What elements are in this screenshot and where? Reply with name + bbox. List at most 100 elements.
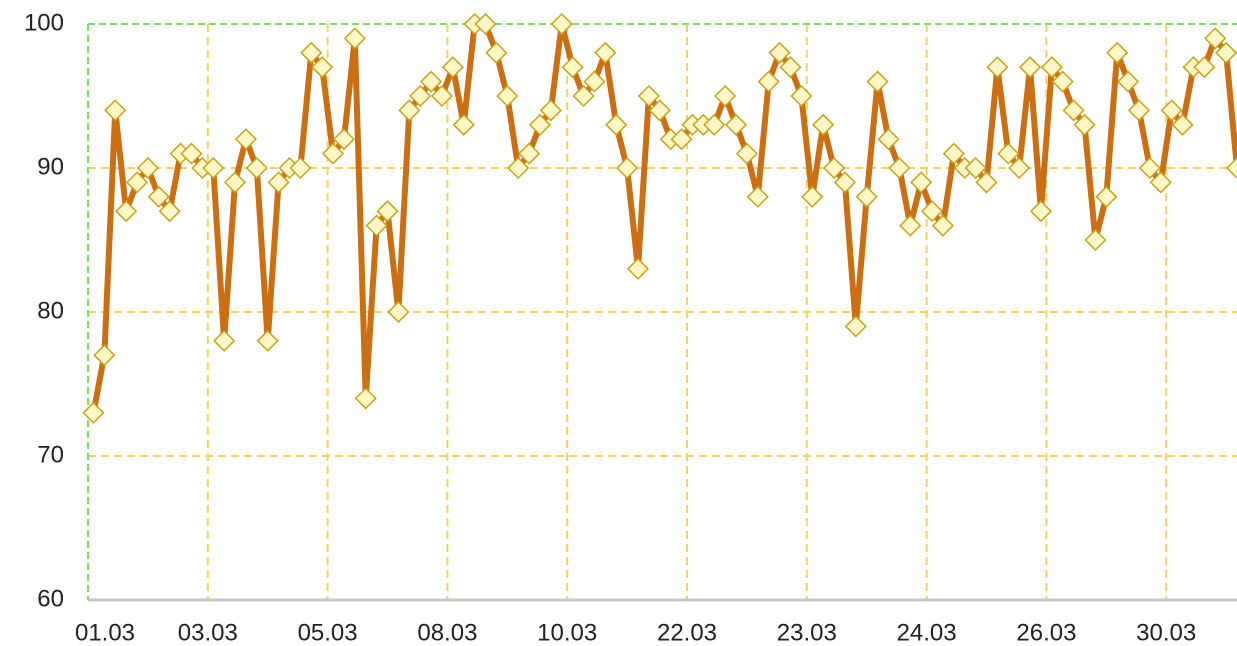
marker: [376, 200, 399, 223]
y-tick-label: 90: [37, 153, 64, 180]
marker: [997, 142, 1020, 165]
line: [90, 21, 1237, 414]
marker: [115, 200, 138, 223]
marker: [1084, 228, 1107, 252]
marker: [539, 99, 562, 122]
marker: [245, 156, 268, 180]
marker: [82, 401, 105, 424]
marker: [507, 156, 530, 180]
marker: [354, 387, 377, 410]
marker: [1051, 70, 1074, 93]
marker: [213, 329, 236, 352]
marker: [398, 99, 421, 122]
marker: [223, 171, 247, 194]
marker: [1117, 70, 1140, 93]
marker: [866, 70, 889, 93]
marker: [332, 128, 355, 151]
marker: [158, 200, 181, 223]
marker: [648, 99, 671, 122]
marker: [1193, 56, 1216, 79]
plot: [82, 12, 1237, 424]
marker: [430, 84, 454, 108]
marker: [202, 156, 225, 180]
y-tick-label: 80: [37, 297, 64, 324]
marker: [1204, 27, 1227, 50]
marker: [910, 171, 933, 194]
marker: [1171, 113, 1194, 136]
marker: [267, 171, 290, 194]
marker: [1225, 156, 1237, 180]
x-tick-label: 05.03: [298, 619, 358, 646]
marker: [920, 200, 944, 223]
marker: [550, 12, 573, 36]
marker: [670, 128, 693, 151]
marker: [637, 84, 660, 108]
marker: [1095, 185, 1118, 208]
marker: [452, 113, 475, 136]
marker: [888, 156, 911, 180]
marker: [605, 113, 628, 136]
marker: [125, 171, 149, 194]
marker: [986, 56, 1009, 79]
marker: [441, 56, 464, 79]
marker: [147, 185, 170, 208]
marker: [899, 214, 922, 237]
marker: [833, 171, 856, 194]
marker: [1008, 156, 1031, 180]
marker: [289, 156, 312, 180]
marker: [561, 56, 584, 79]
marker: [1138, 156, 1161, 180]
marker: [616, 156, 639, 180]
marker: [931, 214, 955, 237]
marker: [801, 185, 824, 208]
marker: [409, 84, 432, 108]
marker: [136, 156, 159, 180]
marker: [1019, 56, 1042, 79]
marker: [518, 142, 541, 165]
marker: [1127, 99, 1151, 122]
y-tick-label: 60: [37, 585, 64, 612]
marker: [234, 128, 257, 151]
marker: [779, 56, 802, 79]
marker: [703, 113, 726, 136]
marker: [420, 70, 443, 93]
marker: [1029, 200, 1053, 223]
marker: [496, 84, 519, 108]
y-tick-label: 100: [24, 9, 64, 36]
x-tick-label: 26.03: [1016, 619, 1076, 646]
x-tick-label: 10.03: [537, 619, 597, 646]
marker: [311, 56, 334, 79]
marker: [1062, 99, 1085, 122]
marker: [975, 171, 998, 194]
marker: [583, 70, 606, 93]
marker: [572, 84, 595, 108]
marker: [746, 185, 769, 208]
x-tick-label: 23.03: [777, 619, 837, 646]
x-tick-label: 08.03: [417, 619, 477, 646]
marker: [812, 113, 835, 136]
marker: [256, 329, 279, 352]
marker: [93, 344, 116, 367]
marker: [768, 41, 791, 64]
marker: [757, 70, 780, 93]
marker: [1149, 171, 1172, 194]
y-tick-label: 70: [37, 441, 64, 468]
marker: [474, 12, 497, 36]
marker: [822, 156, 846, 180]
marker: [1106, 41, 1129, 64]
marker: [942, 142, 965, 165]
x-tick-label: 30.03: [1136, 619, 1196, 646]
marker: [1073, 113, 1096, 136]
marker: [321, 142, 345, 165]
marker: [1160, 99, 1183, 122]
marker: [877, 128, 900, 151]
marker: [485, 41, 508, 64]
marker: [1215, 41, 1237, 64]
marker: [528, 113, 552, 136]
x-tick-label: 01.03: [75, 619, 135, 646]
marker: [626, 257, 650, 280]
marker: [104, 99, 127, 122]
marker: [594, 41, 617, 64]
